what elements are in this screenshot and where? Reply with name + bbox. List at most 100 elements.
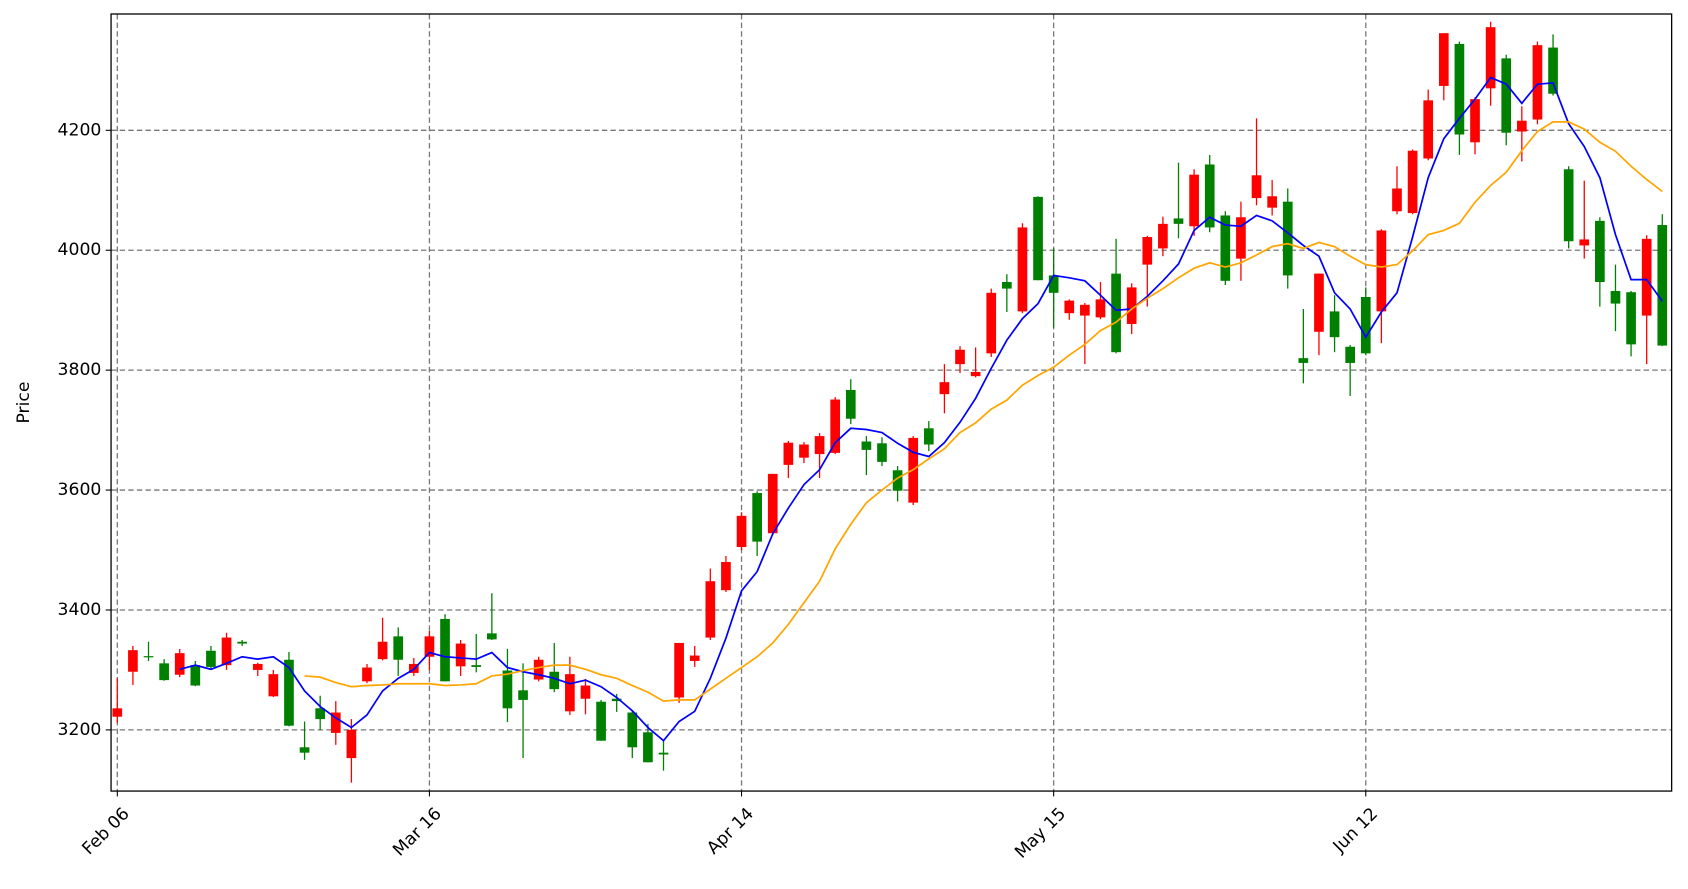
candle-body: [1626, 292, 1636, 345]
candle-body: [1392, 188, 1402, 212]
candle-body: [565, 674, 575, 712]
candle-body: [892, 470, 903, 491]
candle-body: [596, 701, 606, 741]
candle-body: [814, 436, 825, 455]
candle-body: [986, 292, 997, 354]
x-tick-label: Feb 06: [79, 804, 134, 859]
candle-body: [955, 349, 965, 365]
candle-body: [330, 712, 341, 733]
candle-body: [939, 382, 950, 395]
candle-body: [1454, 43, 1465, 135]
candle-body: [1516, 120, 1527, 132]
candle-body: [1204, 164, 1215, 228]
ma-line: [179, 76, 1663, 742]
candle-body: [736, 515, 747, 548]
candle-body: [658, 752, 669, 755]
candle-body: [845, 389, 856, 419]
y-tick-label: 3600: [58, 480, 102, 500]
candle-body: [315, 708, 326, 720]
candle-body: [1158, 223, 1168, 249]
candle-body: [1095, 299, 1106, 318]
candle-body: [611, 698, 622, 702]
candle-body: [1470, 99, 1480, 143]
candle-body: [237, 641, 247, 644]
candle-body: [424, 636, 435, 657]
candle-body: [377, 641, 388, 660]
candle-body: [1282, 201, 1293, 276]
candle-body: [1360, 296, 1371, 354]
candle-body: [471, 665, 482, 667]
candle-body: [1048, 275, 1059, 293]
candle-body: [783, 442, 794, 465]
candle-body: [487, 633, 497, 640]
y-tick-label: 3200: [58, 720, 102, 740]
candle-body: [1017, 227, 1028, 312]
candle-body: [1111, 273, 1121, 353]
candle-body: [970, 371, 981, 377]
candle-body: [1595, 220, 1605, 283]
candle-body: [861, 441, 872, 450]
candle-body: [112, 708, 123, 717]
candle-body: [1485, 27, 1496, 89]
candle-body: [1329, 311, 1340, 338]
candle-body: [206, 650, 216, 667]
candle-body: [1610, 291, 1621, 304]
x-tick-label: Jun 12: [1329, 804, 1382, 857]
candle-body: [643, 732, 653, 763]
candle-body: [767, 473, 778, 534]
candle-body: [752, 493, 762, 542]
candle-body: [830, 399, 841, 453]
candle-body: [1220, 215, 1231, 281]
y-axis-label: Price: [14, 382, 34, 424]
candle-body: [1579, 239, 1590, 246]
candle-body: [393, 636, 404, 660]
candle-body: [674, 642, 684, 698]
candle-body: [799, 444, 809, 458]
candle-body: [1548, 47, 1558, 94]
candle-body: [721, 562, 731, 591]
candle-body: [1501, 58, 1512, 133]
candle-body: [143, 656, 154, 658]
y-tick-label: 4000: [58, 240, 102, 260]
x-tick-label: Apr 14: [703, 804, 758, 859]
candle-body: [518, 690, 528, 700]
candle-body: [689, 655, 700, 661]
candle-body: [299, 747, 310, 753]
candle-body: [440, 618, 450, 682]
candle-body: [1126, 287, 1137, 324]
x-tick-label: May 15: [1011, 804, 1070, 863]
candle-body: [1251, 175, 1262, 199]
candle-body: [1657, 225, 1668, 346]
candle-body: [1376, 230, 1387, 312]
plot-frame: [110, 13, 1673, 792]
candle-body: [923, 428, 934, 445]
candle-body: [1423, 100, 1434, 159]
candle-body: [502, 670, 513, 709]
candle-body: [580, 685, 591, 699]
candle-body: [221, 637, 232, 666]
candle-body: [1563, 169, 1574, 242]
candle-body: [627, 712, 638, 748]
candle-body: [1002, 282, 1012, 289]
candle-body: [252, 663, 263, 670]
candle-body: [1236, 217, 1246, 259]
y-tick-label: 3800: [58, 360, 102, 380]
candle-body: [159, 663, 169, 681]
candle-body: [1532, 45, 1543, 120]
candle-body: [128, 650, 138, 672]
candle-body: [455, 643, 466, 667]
candle-body: [268, 674, 279, 697]
candle-body: [190, 665, 201, 686]
candle-body: [549, 671, 560, 690]
candle-body: [1080, 304, 1090, 316]
y-tick-label: 4200: [58, 120, 102, 140]
candle-body: [1142, 237, 1153, 265]
candle-body: [346, 729, 357, 759]
y-tick-label: 3400: [58, 600, 102, 620]
candle-body: [1033, 196, 1043, 281]
candle-body: [1641, 238, 1652, 316]
x-tick-label: Mar 16: [389, 804, 445, 860]
candle-body: [877, 443, 887, 462]
candle-body: [1173, 218, 1184, 224]
